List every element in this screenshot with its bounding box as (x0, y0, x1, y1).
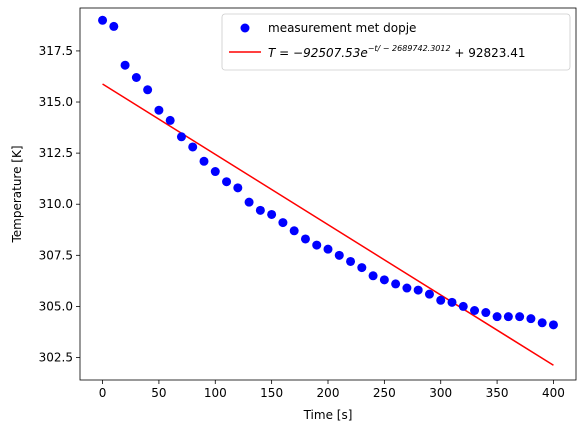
data-point (267, 209, 277, 219)
legend-scatter-label: measurement met dopje (268, 21, 416, 35)
x-tick-label: 100 (204, 386, 227, 400)
data-point (323, 244, 333, 254)
y-tick-label: 312.5 (39, 146, 73, 160)
x-tick-label: 250 (373, 386, 396, 400)
x-tick-label: 0 (99, 386, 107, 400)
data-point (199, 156, 209, 166)
legend-fit-label: T = −92507.53e−t/ − 2689742.3012 + 92823… (268, 44, 526, 60)
data-point (300, 234, 310, 244)
y-tick-label: 315.0 (39, 95, 73, 109)
data-point (548, 320, 558, 330)
x-tick-label: 200 (317, 386, 340, 400)
data-point (278, 218, 288, 228)
data-point (244, 197, 254, 207)
fit-line-layer (102, 83, 554, 366)
data-point (481, 308, 491, 318)
fit-line (102, 83, 554, 366)
x-tick-label: 350 (486, 386, 509, 400)
legend-box (221, 13, 571, 71)
data-point (424, 289, 434, 299)
legend-fit-prefix: T = −92507.53 (268, 46, 360, 60)
x-axis: 0 50 100 150 200 250 300 350 400 (99, 380, 565, 400)
data-point (526, 314, 536, 324)
data-point (470, 306, 480, 316)
data-point (131, 72, 141, 82)
data-point (176, 132, 186, 142)
data-point (357, 263, 367, 273)
data-point (503, 312, 513, 322)
data-point (109, 21, 119, 31)
data-point (492, 312, 502, 322)
data-point (255, 205, 265, 215)
legend: measurement met dopje T = −92507.53e−t/ … (221, 13, 571, 71)
data-point (154, 105, 164, 115)
legend-fit-base: e (360, 46, 367, 60)
data-point (537, 318, 547, 328)
x-tick-label: 50 (151, 386, 166, 400)
data-point (312, 240, 322, 250)
x-axis-label: Time [s] (303, 408, 353, 422)
data-point (210, 167, 220, 177)
data-point (334, 250, 344, 260)
data-point (143, 85, 153, 95)
legend-scatter-marker (240, 23, 250, 33)
data-points-layer (98, 15, 558, 330)
data-point (346, 256, 356, 266)
legend-fit-suffix: + 92823.41 (451, 46, 526, 60)
data-point (413, 285, 423, 295)
y-tick-label: 310.0 (39, 197, 73, 211)
data-point (447, 297, 457, 307)
plot-frame (79, 7, 577, 381)
data-point (458, 301, 468, 311)
data-point (515, 312, 525, 322)
data-point (289, 226, 299, 236)
y-tick-label: 305.0 (39, 299, 73, 313)
x-tick-label: 150 (260, 386, 283, 400)
data-point (222, 177, 232, 187)
data-point (165, 115, 175, 125)
data-point (391, 279, 401, 289)
data-point (233, 183, 243, 193)
data-point (436, 295, 446, 305)
data-point (188, 142, 198, 152)
data-point (98, 15, 108, 25)
y-tick-label: 302.5 (39, 351, 73, 365)
y-axis-label: Temperature [K] (10, 145, 24, 243)
data-point (379, 275, 389, 285)
y-tick-label: 317.5 (39, 44, 73, 58)
legend-fit-exponent: −t/ − 2689742.3012 (368, 44, 451, 53)
x-tick-label: 400 (542, 386, 565, 400)
data-point (368, 271, 378, 281)
data-point (402, 283, 412, 293)
x-tick-label: 300 (429, 386, 452, 400)
data-point (120, 60, 130, 70)
y-tick-label: 307.5 (39, 248, 73, 262)
y-axis: 302.5 305.0 307.5 310.0 312.5 315.0 317.5 (39, 44, 80, 365)
